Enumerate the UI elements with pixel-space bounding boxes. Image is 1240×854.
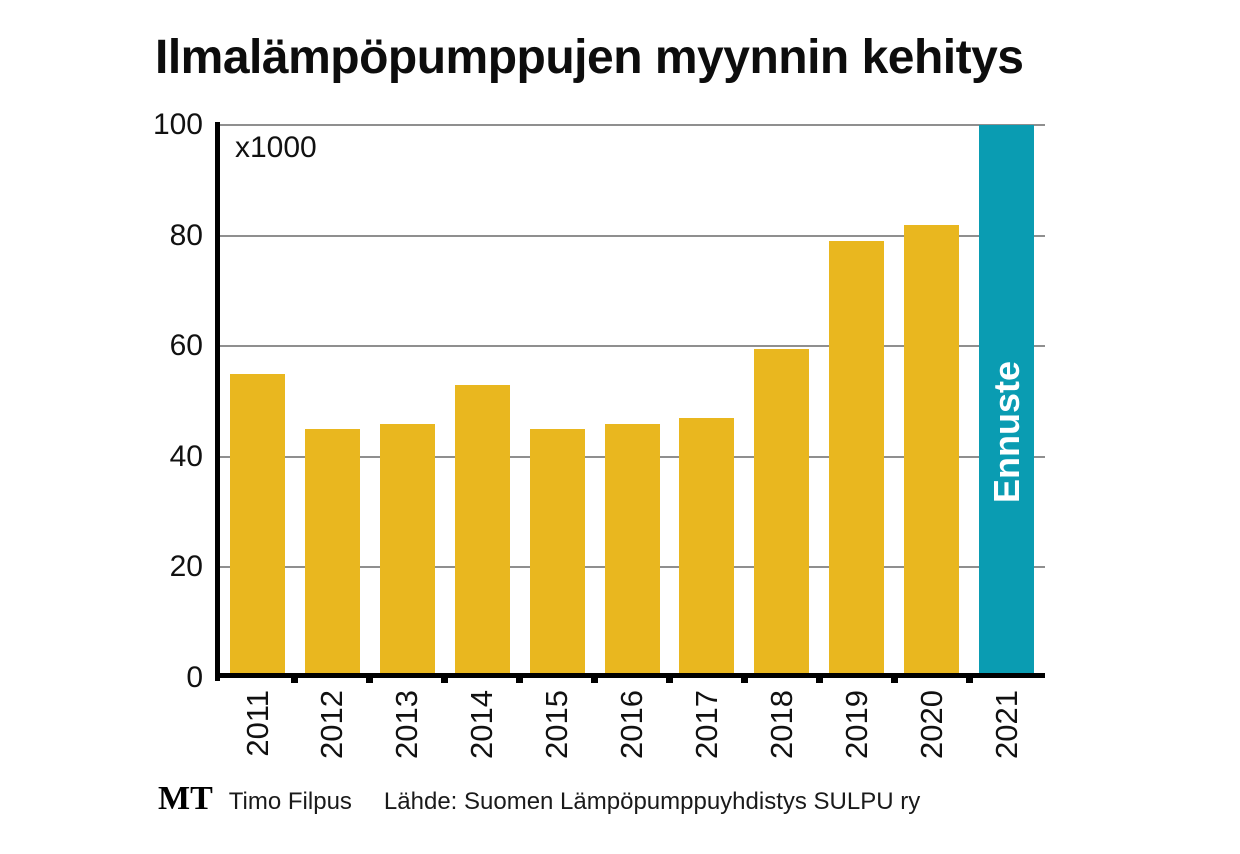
bar-2015 [529, 429, 585, 678]
x-tick-label-2014: 2014 [464, 690, 500, 759]
x-tick-label-2013: 2013 [389, 690, 425, 759]
x-axis-tick [965, 678, 973, 683]
y-tick-label-0: 0 [186, 661, 203, 694]
gridline-80 [215, 234, 1045, 237]
footer-credits: MT Timo Filpus Lähde: Suomen Lämpöpumppu… [158, 780, 920, 818]
bar-2018 [754, 348, 810, 678]
bar-2011 [230, 373, 285, 678]
y-tick-label-20: 20 [169, 550, 203, 584]
x-axis-tick [516, 678, 524, 683]
x-tick-label-2011: 2011 [239, 690, 275, 757]
source-credit: Lähde: Suomen Lämpöpumppuyhdistys SULPU … [383, 788, 921, 815]
publisher-logo: MT [158, 780, 213, 817]
chart-title: Ilmalämpöpumppujen myynnin kehitys [155, 31, 1024, 84]
x-tick-label-2016: 2016 [614, 690, 649, 759]
x-tick-label-2021: 2021 [988, 690, 1024, 759]
bar-2017 [679, 418, 735, 678]
bar-2013 [379, 423, 435, 678]
y-axis-line [215, 122, 220, 681]
x-axis-line [215, 673, 1045, 678]
bar-2016 [604, 423, 660, 678]
x-tick-label-2012: 2012 [314, 690, 350, 759]
gridline-100 [215, 124, 1045, 126]
gridline-60 [215, 345, 1045, 348]
x-tick-label-2018: 2018 [763, 690, 799, 759]
y-tick-label-100: 100 [152, 108, 203, 141]
x-axis-tick [591, 678, 599, 683]
y-tick-label-40: 40 [169, 439, 203, 473]
x-axis-tick [665, 678, 673, 683]
x-axis-tick [740, 678, 748, 683]
x-axis-tick [366, 678, 374, 683]
x-tick-label-2017: 2017 [688, 690, 724, 759]
author-credit: Timo Filpus [228, 788, 352, 815]
y-tick-label-80: 80 [169, 218, 203, 252]
bar-2021: Ennuste [979, 125, 1034, 678]
plot-area: x1000 Ennuste [215, 122, 1045, 683]
x-axis-tick [815, 678, 823, 683]
y-tick-label-60: 60 [169, 329, 203, 363]
bar-2014 [454, 384, 510, 678]
forecast-bar-label: Ennuste [985, 360, 1027, 503]
unit-label: x1000 [235, 131, 317, 164]
bar-2012 [304, 429, 360, 678]
x-axis-tick [291, 678, 299, 683]
bar-2020 [904, 224, 960, 678]
x-axis-tick [890, 678, 898, 683]
bar-2019 [829, 241, 885, 678]
x-tick-label-2015: 2015 [539, 690, 575, 759]
x-tick-label-2019: 2019 [838, 690, 874, 759]
x-axis-tick [441, 678, 449, 683]
x-tick-label-2020: 2020 [913, 690, 949, 759]
